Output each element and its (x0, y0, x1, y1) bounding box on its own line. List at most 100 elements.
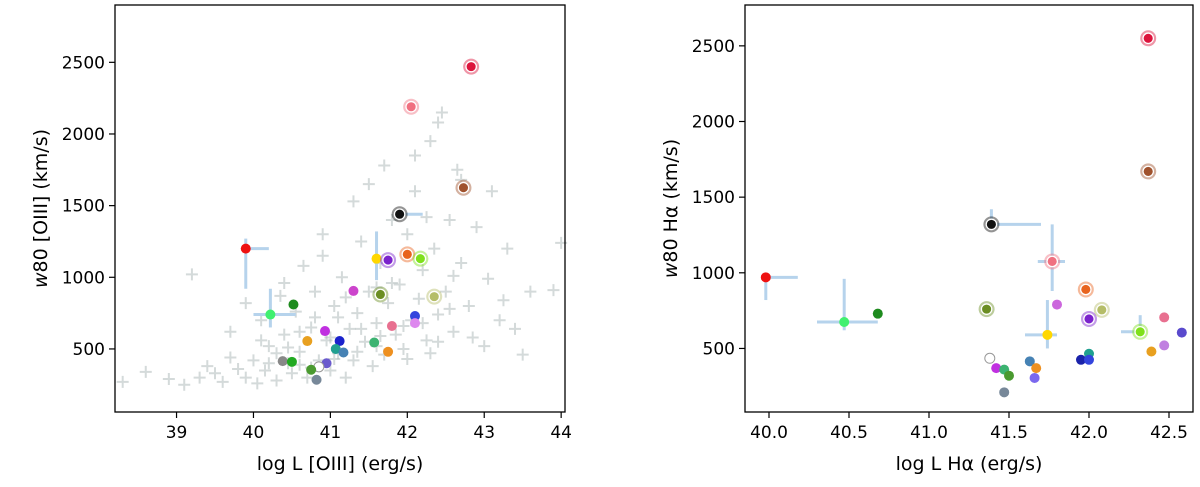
data-point-core (428, 290, 441, 303)
data-point-core (382, 254, 394, 266)
y-tick-label: 1000 (692, 264, 735, 284)
background-point (432, 116, 445, 129)
background-point (301, 371, 314, 384)
data-point-core (457, 181, 470, 194)
data-point-springgreen (265, 309, 276, 320)
background-point (401, 352, 414, 365)
background-point (224, 325, 237, 338)
panel-left-oiii: 39 40 41 42 43 44 500 1000 1500 2000 2500 log L [O… (30, 4, 572, 475)
data-point-core (1046, 255, 1059, 268)
background-point (216, 375, 229, 388)
data-point-green2 (286, 356, 297, 367)
data-point-core (393, 208, 406, 221)
data-point-gold (371, 253, 382, 264)
data-point-seagreen (369, 337, 380, 348)
data-point-amber (1146, 346, 1157, 357)
background-point (455, 256, 468, 269)
background-point (424, 347, 437, 360)
background-point (451, 163, 464, 176)
background-point (139, 365, 152, 378)
data-point-salmonpink (386, 321, 397, 332)
data-point-orange2 (383, 346, 394, 357)
x-tick-label: 39 (166, 423, 188, 443)
background-point (347, 354, 360, 367)
background-point (466, 331, 479, 344)
background-point (435, 106, 448, 119)
data-point-core (1079, 283, 1092, 296)
y-axis-label: w80 [OIII] (km/s) (30, 129, 52, 288)
background-point (420, 211, 433, 224)
background-point (247, 354, 260, 367)
x-tick-label: 40 (243, 423, 265, 443)
background-point (335, 271, 348, 284)
data-point-core (414, 252, 427, 265)
background-point (501, 242, 514, 255)
background-point (412, 292, 425, 305)
background-point (270, 347, 283, 360)
data-point-core (1142, 32, 1155, 45)
background-point (462, 299, 475, 312)
plot-area: 40.0 40.5 41.0 41.5 42.0 42.5 500 1000 1500 2000 2… (692, 4, 1194, 443)
background-point (293, 345, 306, 358)
y-axis-label-prefix: w (30, 272, 52, 288)
data-point-red (760, 272, 771, 283)
plot-frame (114, 4, 566, 413)
data-point-core (1083, 313, 1095, 325)
x-tick-label: 41.0 (910, 423, 948, 443)
data-point-springgreen (839, 316, 850, 327)
background-point (239, 297, 252, 310)
x-axis-label: log L [OIII] (erg/s) (257, 453, 424, 475)
background-point (355, 235, 368, 248)
data-point-core (980, 303, 993, 315)
background-point (366, 360, 379, 373)
y-tick-label: 1000 (62, 268, 105, 288)
background-point (239, 371, 252, 384)
background-point (282, 341, 295, 354)
background-point (251, 377, 264, 390)
background-point (362, 285, 375, 298)
background-point (470, 221, 483, 234)
background-point (432, 335, 445, 348)
background-point (343, 322, 356, 335)
data-point-darkgreen (1004, 370, 1014, 381)
data-point-blue (410, 310, 420, 321)
background-point (447, 325, 460, 338)
background-point (443, 302, 456, 315)
data-point-purple (320, 326, 330, 337)
data-point-core (465, 60, 478, 73)
background-point (382, 297, 395, 310)
x-tick-label: 43 (473, 423, 495, 443)
data-point-navy (334, 336, 345, 347)
background-point (524, 285, 537, 298)
background-point (374, 330, 387, 343)
plot-frame (744, 4, 1194, 413)
background-point (293, 325, 306, 338)
background-point (262, 340, 275, 353)
y-tick-label: 1500 (692, 188, 735, 208)
background-point (428, 242, 441, 255)
background-point (485, 185, 498, 198)
background-point (370, 317, 383, 330)
background-point (362, 178, 375, 191)
y-tick-label: 2000 (62, 125, 105, 145)
background-point (385, 213, 398, 226)
background-point (478, 340, 491, 353)
data-point-core (1142, 165, 1155, 178)
background-point (351, 307, 364, 320)
data-point-navy (1076, 354, 1086, 365)
background-point (309, 285, 321, 298)
background-point (409, 149, 421, 162)
data-point-slategrey (999, 387, 1010, 398)
background-point (278, 277, 291, 290)
background-point (332, 311, 345, 324)
data-point-slateblue (1176, 327, 1187, 338)
background-point (397, 342, 410, 355)
y-tick-label: 2500 (692, 37, 735, 57)
background-point (278, 328, 291, 341)
data-point-core (1134, 325, 1147, 338)
background-point (305, 321, 318, 334)
data-point-steelblue (1024, 356, 1035, 367)
background-point (116, 375, 129, 388)
plot-area: 39 40 41 42 43 44 500 1000 1500 2000 2500 (62, 4, 572, 443)
y-tick-label: 500 (73, 340, 105, 360)
